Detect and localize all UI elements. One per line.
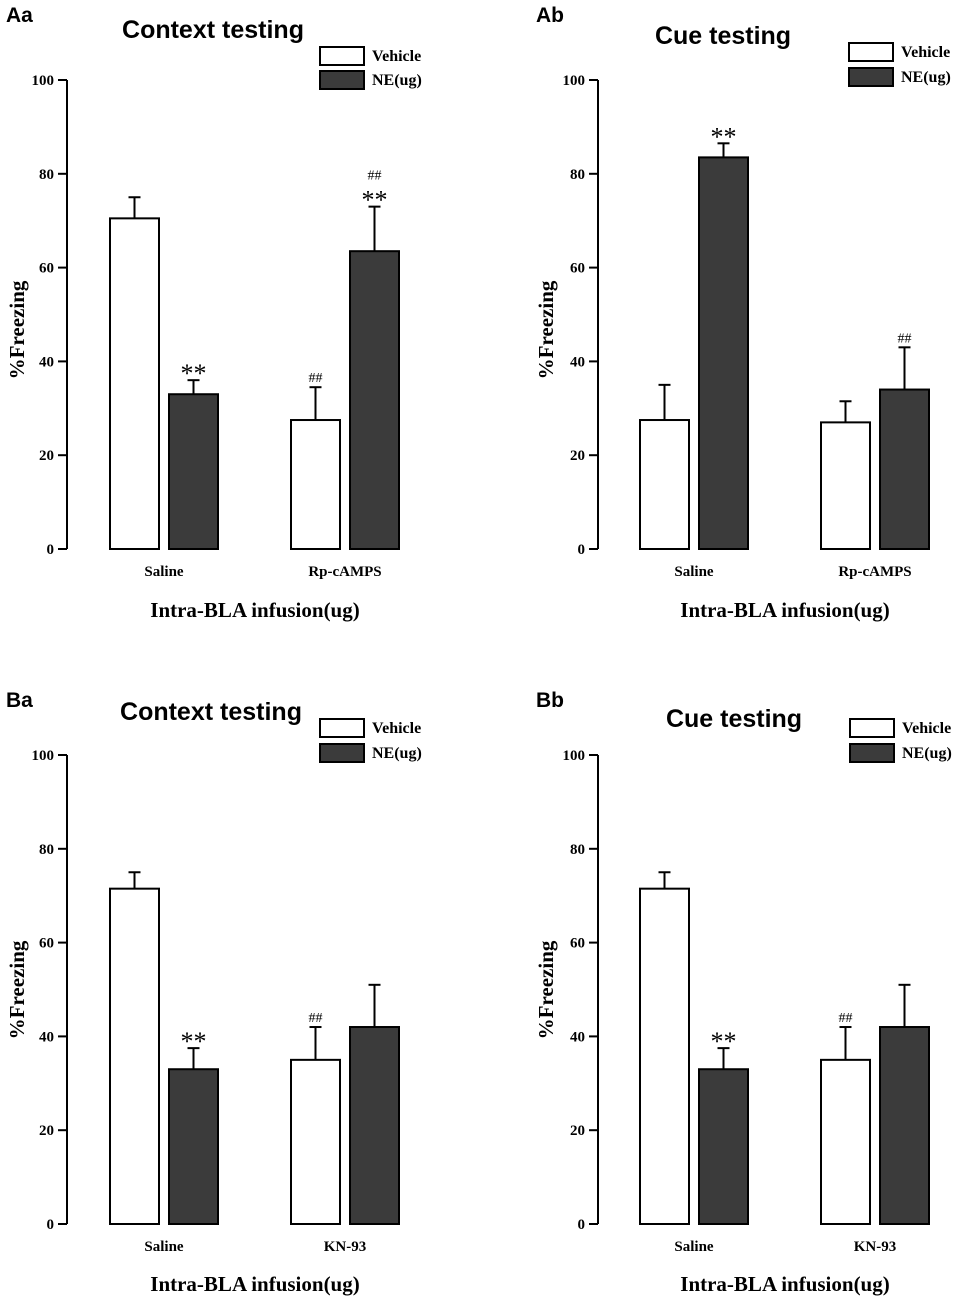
y-tick-label: 80 (570, 167, 585, 183)
x-category-label: Rp-cAMPS (308, 564, 381, 580)
y-tick-label: 40 (570, 354, 585, 370)
significance-stars: ** (711, 122, 737, 151)
vehicle-bar (820, 421, 871, 550)
vehicle-bar (820, 1058, 871, 1225)
ne-bar (168, 1068, 219, 1225)
panel-label: Ba (6, 689, 33, 712)
y-axis-title: %Freezing (534, 280, 558, 379)
legend-label: NE(ug) (901, 69, 951, 86)
x-category-label: Rp-cAMPS (838, 564, 911, 580)
vehicle-bar (109, 217, 160, 550)
legend-label: NE(ug) (372, 72, 422, 89)
y-axis-title: %Freezing (5, 280, 29, 379)
y-tick-label: 0 (578, 1217, 586, 1233)
y-tick-label: 40 (39, 1029, 54, 1045)
y-tick-label: 100 (32, 73, 55, 89)
significance-stars: ** (362, 186, 388, 215)
y-tick-label: 60 (570, 936, 585, 952)
significance-stars: ** (711, 1027, 737, 1056)
x-category-label: KN-93 (854, 1239, 897, 1255)
y-tick-label: 80 (39, 842, 54, 858)
chart-title: Context testing (122, 16, 304, 44)
y-tick-label: 20 (570, 448, 585, 464)
x-category-label: Saline (674, 564, 714, 580)
significance-hashes: ## (839, 1011, 853, 1026)
chart-title: Cue testing (655, 22, 791, 50)
legend-swatch-ne (319, 70, 365, 90)
legend-swatch-vehicle (319, 718, 365, 738)
y-tick-label: 20 (570, 1123, 585, 1139)
y-axis-title: %Freezing (5, 940, 29, 1039)
legend-label: Vehicle (902, 720, 951, 737)
y-tick-label: 100 (32, 748, 55, 764)
panel-label: Bb (536, 689, 564, 712)
chart-panel-ba: Ba Context testing 0 20 40 60 80 100 %Freezing **… (5, 689, 422, 1296)
vehicle-bar (639, 887, 690, 1225)
y-tick-label: 60 (570, 261, 585, 277)
y-tick-label: 40 (570, 1029, 585, 1045)
legend-swatch-ne (319, 743, 365, 763)
ne-bar (879, 1026, 930, 1226)
chart-panel-bb: Bb Cue testing 0 20 40 60 80 100 %Freezing ** Sali… (534, 689, 952, 1296)
ne-bar (698, 156, 749, 550)
legend-label: Vehicle (372, 48, 421, 65)
y-tick-label: 60 (39, 936, 54, 952)
y-tick-label: 100 (563, 73, 586, 89)
vehicle-bar (639, 419, 690, 550)
x-axis-title: Intra-BLA infusion(ug) (680, 1272, 889, 1296)
panel-label: Ab (536, 4, 564, 27)
chart-panel-ab: Ab Cue testing 0 20 40 60 80 100 %Freezing ** Sali… (534, 4, 951, 622)
x-axis-title: Intra-BLA infusion(ug) (150, 1272, 359, 1296)
ne-bar (879, 388, 930, 551)
legend-label: NE(ug) (372, 745, 422, 762)
y-tick-label: 100 (563, 748, 586, 764)
y-tick-label: 0 (578, 542, 586, 558)
ne-bar (349, 1026, 400, 1226)
significance-stars: ** (181, 1027, 207, 1056)
vehicle-bar (290, 419, 341, 550)
x-axis-title: Intra-BLA infusion(ug) (150, 598, 359, 622)
y-tick-label: 20 (39, 448, 54, 464)
legend-label: Vehicle (901, 44, 950, 61)
legend-swatch-ne (849, 743, 895, 763)
significance-hashes: ## (368, 169, 382, 184)
x-category-label: Saline (144, 1239, 184, 1255)
chart-title: Cue testing (666, 705, 802, 733)
significance-stars: ** (181, 359, 207, 388)
y-tick-label: 40 (39, 354, 54, 370)
significance-hashes: ## (309, 371, 323, 386)
y-tick-label: 0 (47, 542, 55, 558)
legend-swatch-ne (848, 67, 894, 87)
chart-panel-aa: Aa Context testing 0 20 40 60 80 100 %Freezing **… (5, 4, 422, 622)
panel-label: Aa (6, 4, 33, 27)
y-tick-label: 80 (570, 842, 585, 858)
ne-bar (349, 250, 400, 550)
legend-swatch-vehicle (848, 42, 894, 62)
chart-title: Context testing (120, 698, 302, 726)
x-category-label: Saline (144, 564, 184, 580)
legend-label: NE(ug) (902, 745, 952, 762)
x-category-label: Saline (674, 1239, 714, 1255)
legend-label: Vehicle (372, 720, 421, 737)
vehicle-bar (290, 1058, 341, 1225)
y-tick-label: 60 (39, 261, 54, 277)
y-tick-label: 0 (47, 1217, 55, 1233)
x-category-label: KN-93 (324, 1239, 367, 1255)
significance-hashes: ## (898, 331, 912, 346)
x-axis-title: Intra-BLA infusion(ug) (680, 598, 889, 622)
ne-bar (698, 1068, 749, 1225)
y-tick-label: 80 (39, 167, 54, 183)
legend-swatch-vehicle (319, 46, 365, 66)
significance-hashes: ## (309, 1011, 323, 1026)
y-tick-label: 20 (39, 1123, 54, 1139)
y-axis-title: %Freezing (534, 940, 558, 1039)
vehicle-bar (109, 887, 160, 1225)
ne-bar (168, 393, 219, 551)
legend-swatch-vehicle (849, 718, 895, 738)
